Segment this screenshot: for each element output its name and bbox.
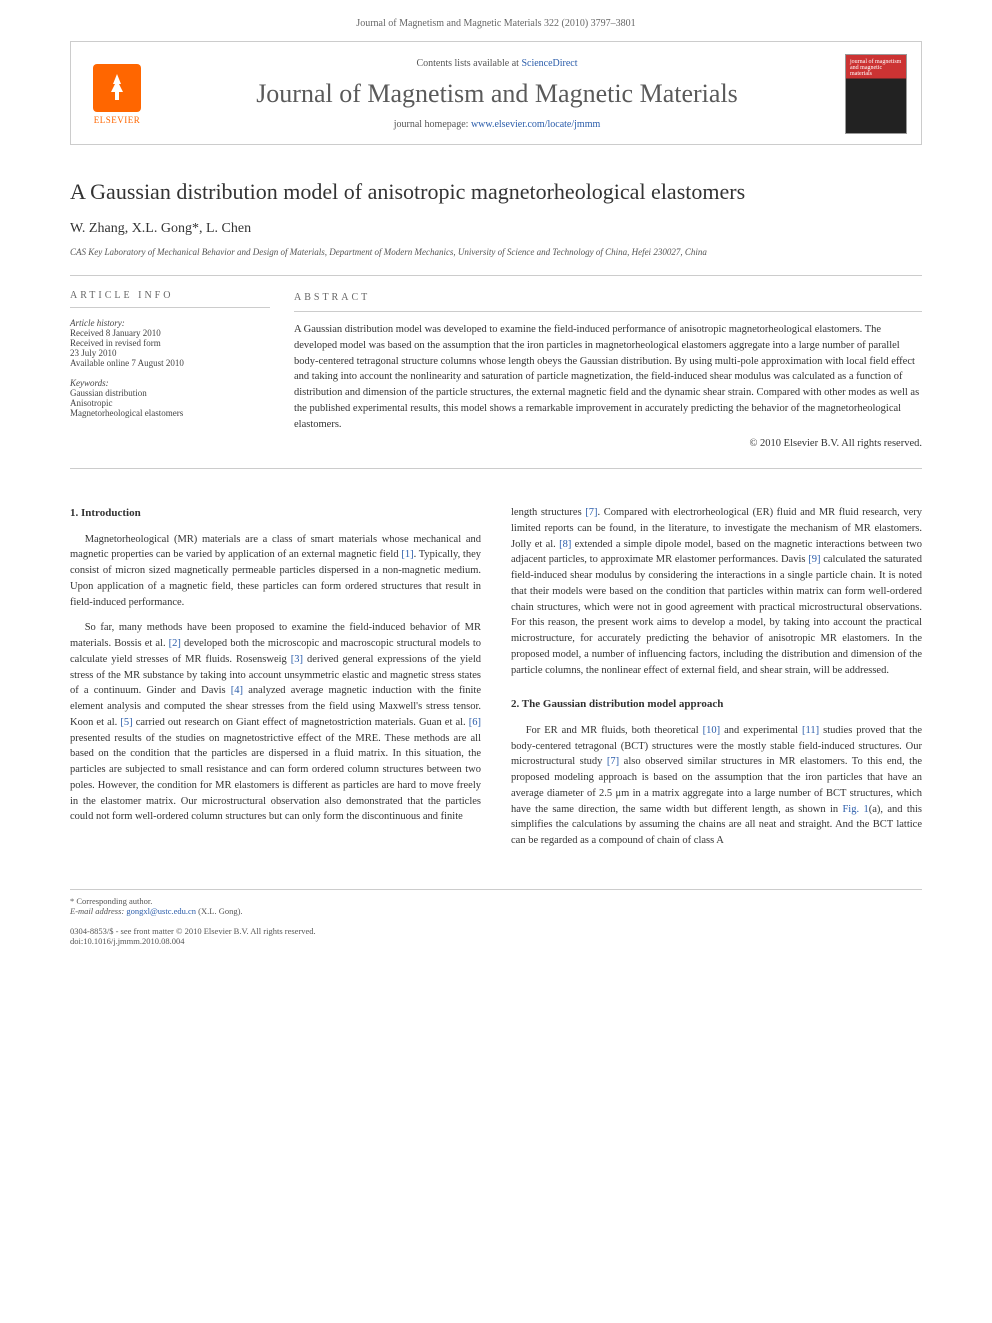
contents-prefix: Contents lists available at bbox=[416, 58, 521, 69]
keyword-2: Anisotropic bbox=[70, 398, 270, 408]
column-right: length structures [7]. Compared with ele… bbox=[511, 505, 922, 859]
article-info: ARTICLE INFO Article history: Received 8… bbox=[70, 290, 270, 452]
info-abstract-row: ARTICLE INFO Article history: Received 8… bbox=[70, 275, 922, 469]
authors: W. Zhang, X.L. Gong*, L. Chen bbox=[70, 221, 922, 237]
article-info-heading: ARTICLE INFO bbox=[70, 290, 270, 308]
footnote-block: * Corresponding author. E-mail address: … bbox=[70, 889, 922, 916]
gaussian-heading: 2. The Gaussian distribution model appro… bbox=[511, 696, 922, 713]
journal-center: Contents lists available at ScienceDirec… bbox=[163, 58, 831, 130]
email-link[interactable]: gongxl@ustc.edu.cn bbox=[126, 906, 196, 916]
contents-available-line: Contents lists available at ScienceDirec… bbox=[163, 58, 831, 69]
article-history-block: Article history: Received 8 January 2010… bbox=[70, 318, 270, 368]
email-suffix: (X.L. Gong). bbox=[196, 906, 243, 916]
abstract: ABSTRACT A Gaussian distribution model w… bbox=[294, 290, 922, 452]
article-title: A Gaussian distribution model of anisotr… bbox=[70, 179, 922, 205]
email-line: E-mail address: gongxl@ustc.edu.cn (X.L.… bbox=[70, 906, 922, 916]
body-columns: 1. Introduction Magnetorheological (MR) … bbox=[70, 505, 922, 859]
elsevier-brand-text: ELSEVIER bbox=[94, 115, 141, 125]
keywords-label: Keywords: bbox=[70, 378, 270, 388]
journal-masthead: ELSEVIER Contents lists available at Sci… bbox=[70, 42, 922, 145]
homepage-line: journal homepage: www.elsevier.com/locat… bbox=[163, 119, 831, 130]
article-main: A Gaussian distribution model of anisotr… bbox=[70, 179, 922, 859]
elsevier-tree-icon bbox=[93, 64, 141, 112]
journal-cover-thumbnail: journal of magnetism and magnetic materi… bbox=[845, 54, 907, 134]
abstract-heading: ABSTRACT bbox=[294, 290, 922, 312]
cover-text: journal of magnetism and magnetic materi… bbox=[850, 59, 902, 77]
date-revised-line1: Received in revised form bbox=[70, 338, 270, 348]
column-left: 1. Introduction Magnetorheological (MR) … bbox=[70, 505, 481, 859]
corresponding-author: * Corresponding author. bbox=[70, 896, 922, 906]
running-head: Journal of Magnetism and Magnetic Materi… bbox=[70, 0, 922, 42]
homepage-prefix: journal homepage: bbox=[394, 119, 471, 130]
date-revised-line2: 23 July 2010 bbox=[70, 348, 270, 358]
date-online: Available online 7 August 2010 bbox=[70, 358, 270, 368]
affiliation: CAS Key Laboratory of Mechanical Behavio… bbox=[70, 247, 922, 257]
col2-paragraph-1: length structures [7]. Compared with ele… bbox=[511, 505, 922, 678]
date-received: Received 8 January 2010 bbox=[70, 328, 270, 338]
homepage-link[interactable]: www.elsevier.com/locate/jmmm bbox=[471, 119, 600, 130]
doi-line: doi:10.1016/j.jmmm.2010.08.004 bbox=[70, 936, 922, 946]
email-label: E-mail address: bbox=[70, 906, 126, 916]
gaussian-paragraph-1: For ER and MR fluids, both theoretical [… bbox=[511, 723, 922, 849]
elsevier-logo: ELSEVIER bbox=[85, 64, 149, 125]
sciencedirect-link[interactable]: ScienceDirect bbox=[521, 58, 577, 69]
front-matter-line: 0304-8853/$ - see front matter © 2010 El… bbox=[70, 926, 922, 936]
citation-text: Journal of Magnetism and Magnetic Materi… bbox=[356, 18, 635, 29]
intro-heading: 1. Introduction bbox=[70, 505, 481, 522]
abstract-copyright: © 2010 Elsevier B.V. All rights reserved… bbox=[294, 436, 922, 452]
journal-name: Journal of Magnetism and Magnetic Materi… bbox=[163, 79, 831, 109]
copyright-footer: 0304-8853/$ - see front matter © 2010 El… bbox=[70, 926, 922, 946]
intro-paragraph-2: So far, many methods have been proposed … bbox=[70, 620, 481, 825]
keyword-3: Magnetorheological elastomers bbox=[70, 408, 270, 418]
keyword-1: Gaussian distribution bbox=[70, 388, 270, 398]
keywords-block: Keywords: Gaussian distribution Anisotro… bbox=[70, 378, 270, 418]
intro-paragraph-1: Magnetorheological (MR) materials are a … bbox=[70, 532, 481, 611]
abstract-text: A Gaussian distribution model was develo… bbox=[294, 322, 922, 432]
history-label: Article history: bbox=[70, 318, 270, 328]
